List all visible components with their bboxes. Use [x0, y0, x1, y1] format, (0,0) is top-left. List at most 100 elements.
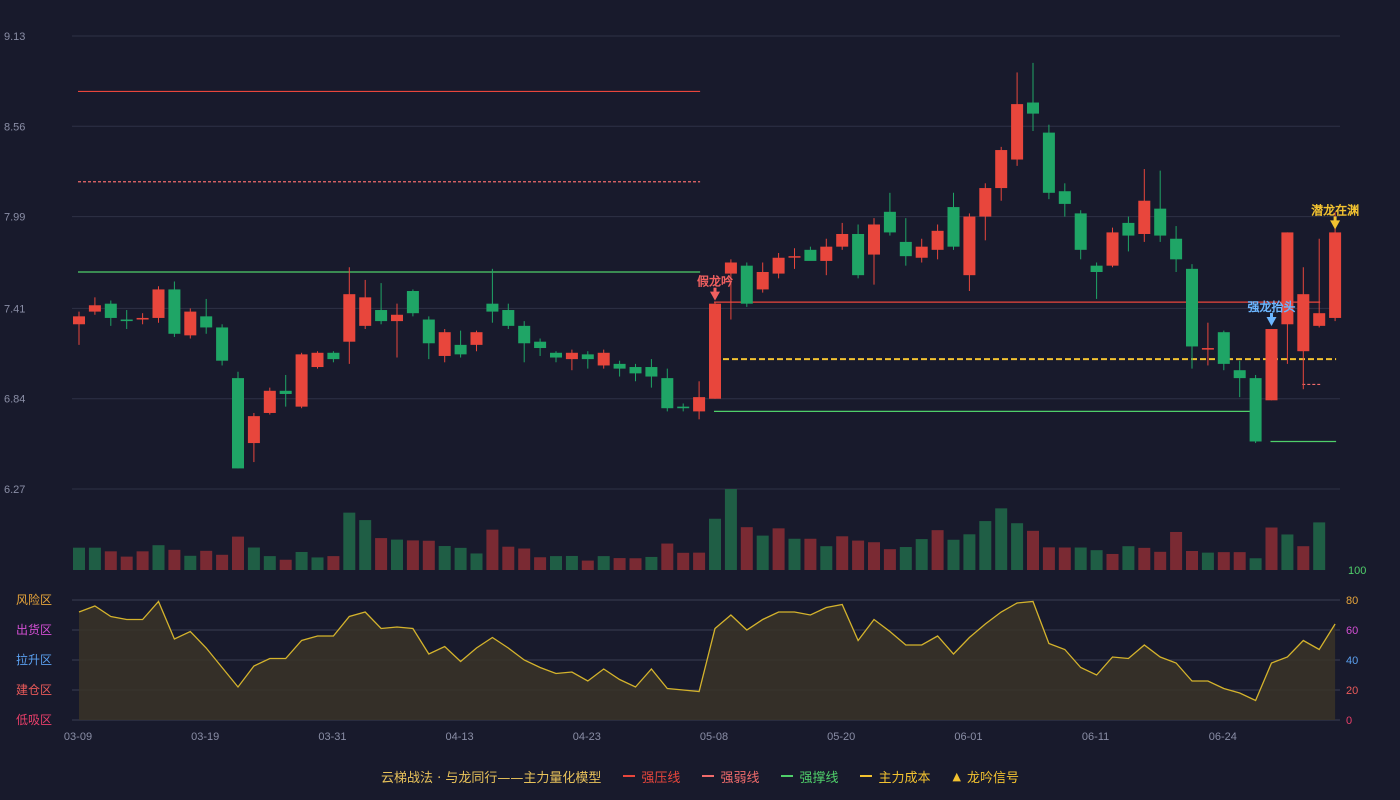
- candle-body: [470, 332, 483, 345]
- candle: [836, 222, 849, 250]
- signal-arrow-stem: [713, 287, 717, 293]
- candle-body: [963, 216, 976, 276]
- candle-body: [995, 150, 1008, 189]
- volume-bar: [1090, 550, 1103, 570]
- candle: [88, 297, 101, 315]
- volume-bar: [1011, 523, 1024, 570]
- candle-body: [375, 310, 388, 322]
- candle-body: [1329, 232, 1342, 318]
- candle: [1074, 210, 1087, 260]
- candle: [597, 349, 610, 369]
- legend-item-main-cost: 主力成本: [860, 767, 930, 786]
- candle: [486, 268, 499, 323]
- candle: [438, 329, 451, 363]
- volume-bar: [613, 558, 626, 570]
- volume-bar: [216, 554, 229, 570]
- candle: [931, 224, 944, 260]
- volume-bar: [740, 527, 753, 570]
- volume-bar: [1186, 550, 1198, 570]
- date-tick-label: 05-20: [827, 731, 855, 743]
- candle: [1058, 183, 1071, 217]
- candle-body: [263, 390, 276, 413]
- legend-title: 云梯战法 · 与龙同行——主力量化模型: [381, 770, 602, 786]
- candle: [247, 412, 260, 463]
- date-tick-label: 03-19: [191, 731, 219, 743]
- candle: [534, 338, 547, 356]
- volume-bar: [1122, 546, 1135, 570]
- volume-bar: [406, 540, 419, 570]
- legend-item-strong-pressure: 强压线: [623, 767, 680, 786]
- candle: [1313, 238, 1326, 328]
- oscillator-zone-label: 出货区: [16, 622, 52, 637]
- candle-body: [931, 230, 944, 250]
- date-tick-label: 03-09: [64, 731, 92, 743]
- candle: [518, 321, 531, 363]
- legend-item-support: 强撑线: [781, 767, 838, 786]
- candle: [677, 403, 690, 412]
- candle-body: [1011, 104, 1024, 160]
- candle: [868, 218, 880, 285]
- candle-body: [677, 406, 690, 409]
- candle-body: [486, 303, 499, 312]
- candle-body: [279, 390, 292, 394]
- volume-max-label: 100: [1348, 565, 1366, 577]
- price-tick-label: 7.99: [4, 212, 25, 224]
- candle-body: [168, 289, 181, 334]
- candle-body: [152, 289, 165, 318]
- volume-bar: [565, 555, 578, 570]
- volume-bar: [661, 543, 674, 570]
- volume-bar: [1249, 558, 1262, 570]
- candle: [899, 218, 912, 266]
- candle: [693, 381, 706, 420]
- oscillator-zone-label: 拉升区: [16, 652, 52, 667]
- volume-bar: [709, 518, 721, 570]
- volume-bar: [168, 549, 181, 570]
- oscillator-zone-label: 风险区: [16, 592, 52, 607]
- volume-bar: [375, 538, 388, 570]
- legend-swatch: [860, 775, 873, 777]
- candle: [200, 298, 213, 334]
- volume-bar: [232, 536, 244, 570]
- volume-bar: [724, 489, 737, 570]
- volume-bar: [995, 508, 1008, 570]
- price-tick-label: 6.27: [4, 484, 25, 496]
- candle: [724, 259, 737, 320]
- candle: [740, 262, 753, 307]
- volume-bar: [1042, 547, 1055, 570]
- candle-body: [724, 262, 737, 274]
- candle: [1329, 211, 1342, 322]
- candle-body: [788, 256, 801, 258]
- volume-bar: [1233, 552, 1246, 570]
- candle: [788, 248, 801, 269]
- volume-bar: [581, 560, 594, 570]
- volume-bar: [947, 539, 960, 570]
- candle: [1154, 170, 1167, 242]
- candle: [1217, 330, 1230, 371]
- date-tick-label: 06-11: [1082, 731, 1109, 743]
- candle: [502, 303, 515, 330]
- price-axis-ticks: 9.13 8.56 7.99 7.41 6.84 6.27: [4, 31, 25, 496]
- candle: [1170, 226, 1183, 273]
- candle-body: [343, 294, 356, 342]
- candle: [359, 279, 372, 330]
- candle-body: [1201, 348, 1214, 350]
- candle: [1233, 360, 1246, 398]
- candle: [104, 300, 117, 326]
- candle-body: [899, 241, 912, 257]
- candle-body: [136, 317, 149, 320]
- candle-body: [295, 354, 308, 407]
- candle-body: [709, 303, 721, 399]
- volume-bar: [295, 551, 308, 570]
- candle-body: [247, 416, 260, 444]
- volume-bar: [438, 546, 451, 570]
- candle: [216, 324, 229, 366]
- signal-arrow-icon: [1266, 317, 1277, 327]
- price-tick-label: 8.56: [4, 121, 25, 133]
- volume-bar: [1074, 547, 1087, 570]
- volume-bar: [979, 521, 992, 570]
- signal-marker: 假龙吟: [697, 274, 733, 301]
- candle: [550, 351, 562, 363]
- volume-bar: [1297, 546, 1310, 570]
- candle-body: [359, 297, 372, 326]
